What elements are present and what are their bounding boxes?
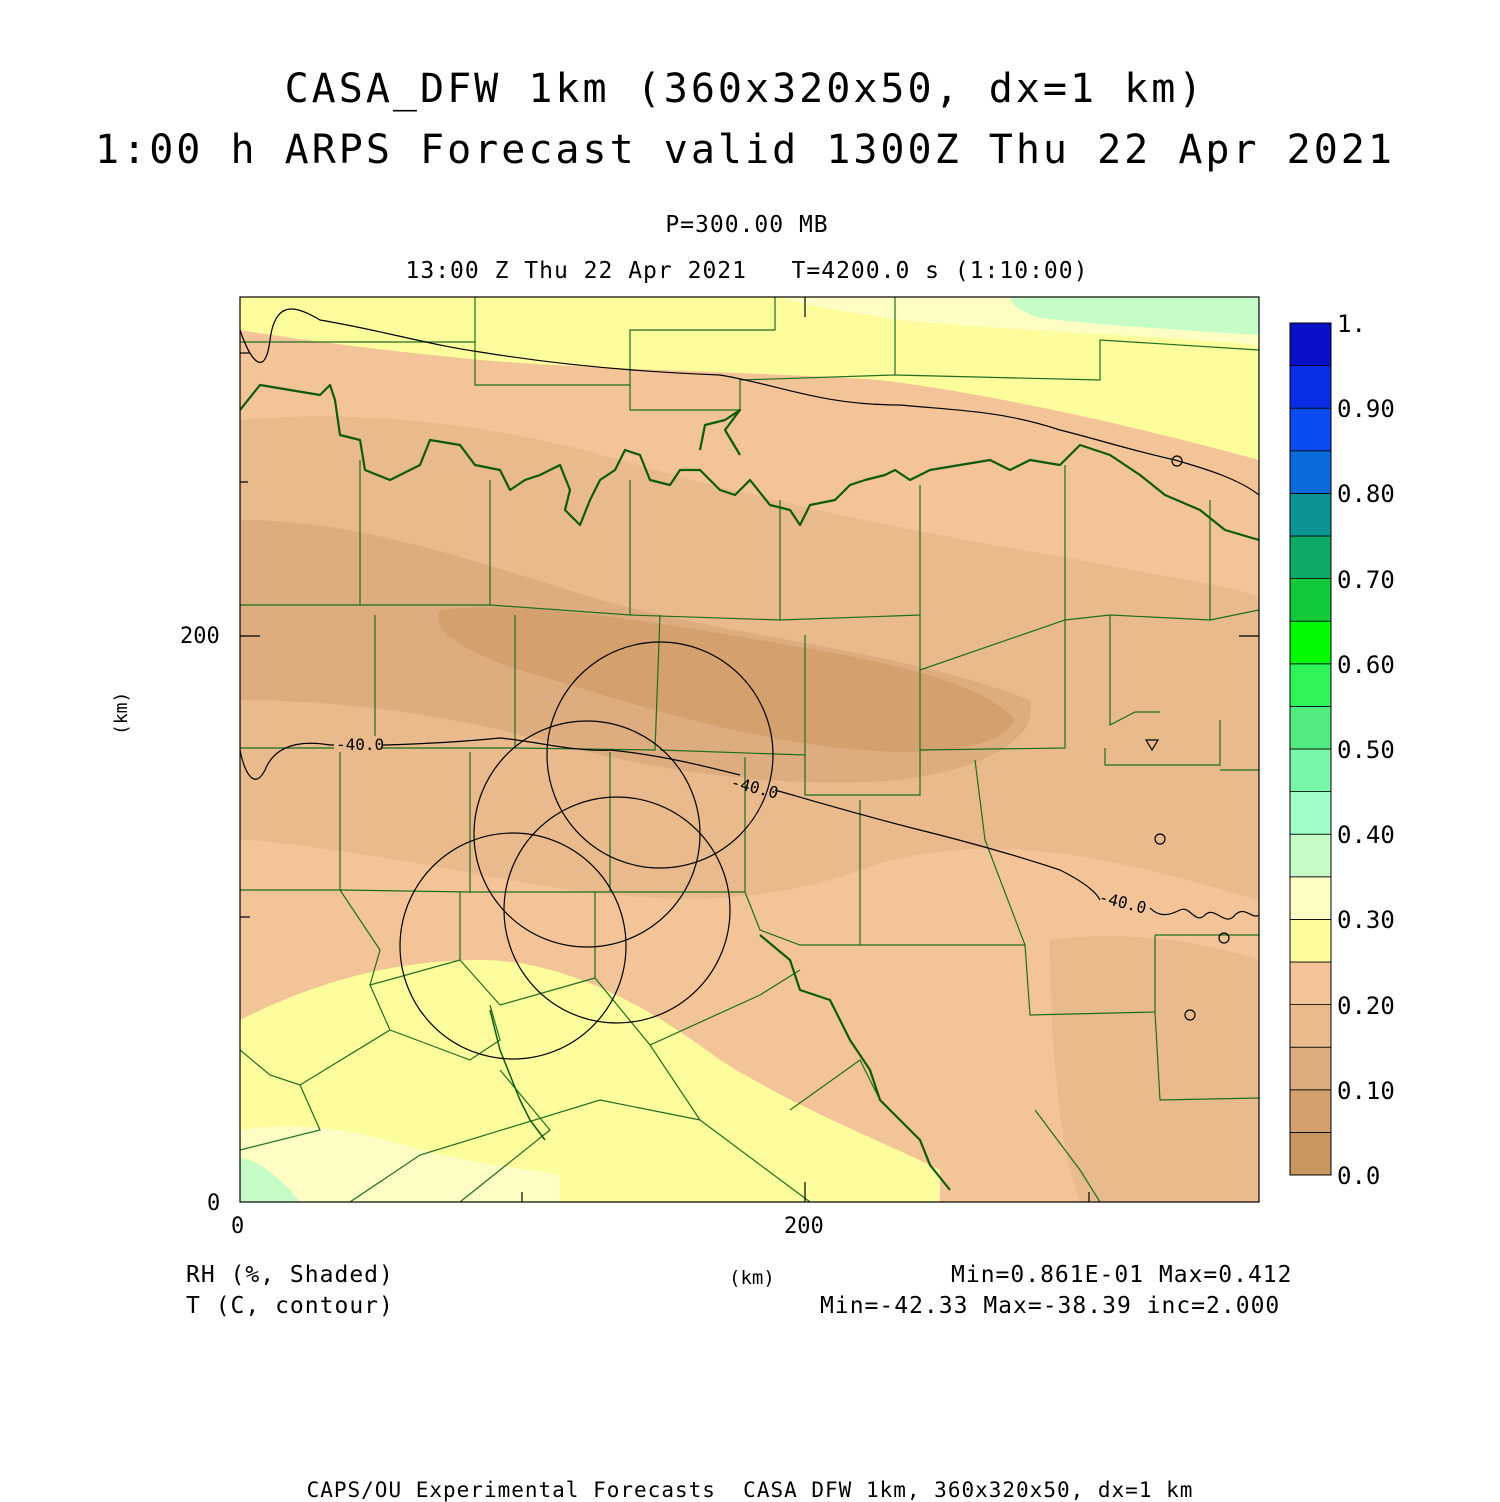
shaded-field-stats: Min=0.861E-01 Max=0.412	[951, 1262, 1293, 1288]
colorbar-swatch	[1289, 1046, 1332, 1091]
colorbar-swatch	[1289, 535, 1332, 579]
x-axis-unit: (km)	[729, 1267, 775, 1289]
river-lines	[240, 383, 1259, 1191]
colorbar-swatch	[1289, 450, 1332, 494]
footer-credit: CAPS/OU Experimental Forecasts CASA DFW …	[306, 1478, 1194, 1502]
x-tick-200: 200	[784, 1214, 824, 1239]
colorbar-swatch	[1289, 706, 1332, 750]
rh-band-southeast-dark	[1050, 936, 1259, 1202]
contour-field-stats: Min=-42.33 Max=-38.39 inc=2.000	[820, 1293, 1281, 1319]
colorbar-swatch	[1289, 620, 1332, 665]
red-river	[240, 383, 1259, 542]
temp-contour-north	[240, 308, 1259, 496]
rh-band-top-yellow	[240, 297, 1259, 460]
colorbar-swatch	[1289, 578, 1332, 622]
rh-band-core-inner	[438, 607, 1015, 752]
colorbar-frame	[1289, 322, 1332, 1176]
shaded-field-name: RH (%, Shaded)	[186, 1262, 394, 1288]
valid-time-label: 13:00 Z Thu 22 Apr 2021 T=4200.0 s (1:10…	[405, 258, 1089, 284]
plot-title-line-1: CASA_DFW 1km (360x320x50, dx=1 km)	[284, 66, 1206, 112]
colorbar-swatch	[1289, 791, 1332, 835]
radar-range-ring-1	[546, 641, 774, 869]
plot-title-line-2: 1:00 h ARPS Forecast valid 1300Z Thu 22 …	[95, 127, 1395, 173]
rh-band-south-pale	[240, 1126, 560, 1202]
temperature-contours	[240, 308, 1259, 1060]
colorbar-label: 1.	[1337, 310, 1366, 338]
colorbar-swatch	[1289, 1004, 1332, 1048]
contour-label-1: -40.0	[336, 735, 384, 754]
y-axis-unit: (km)	[111, 691, 132, 735]
station-marker-2	[1154, 833, 1166, 845]
colorbar-label: 0.80	[1337, 480, 1395, 509]
colorbar-label: 0.60	[1337, 650, 1395, 679]
colorbar-swatch	[1289, 1132, 1332, 1176]
colorbar-swatch	[1289, 663, 1332, 707]
colorbar-label: 0.20	[1337, 991, 1395, 1020]
y-tick-200: 200	[180, 624, 220, 649]
colorbar-swatch	[1289, 407, 1332, 452]
river-south-1	[759, 934, 951, 1191]
rh-band-south-green	[240, 1158, 300, 1202]
colorbar-label: 0.90	[1337, 395, 1395, 424]
x-tick-0: 0	[231, 1214, 245, 1239]
plot-frame	[239, 296, 1260, 1203]
station-marker-triangle	[1144, 739, 1160, 752]
colorbar-swatch	[1289, 322, 1332, 366]
rh-colorbar	[1289, 322, 1332, 1176]
y-tick-0: 0	[207, 1191, 221, 1216]
temp-contour-40-line	[240, 737, 1259, 920]
station-marker-4	[1184, 1009, 1196, 1021]
station-marker-1	[1171, 455, 1183, 467]
red-river-loop	[698, 408, 742, 456]
colorbar-swatch	[1289, 492, 1332, 537]
river-south-2	[489, 1009, 546, 1141]
colorbar-label: 0.30	[1337, 906, 1395, 935]
contour-field-name: T (C, contour)	[186, 1293, 394, 1319]
radar-range-ring-3	[503, 796, 731, 1024]
rh-band-south-yellow	[240, 960, 940, 1202]
pressure-level-label: P=300.00 MB	[665, 212, 829, 238]
colorbar-swatch	[1289, 1089, 1332, 1133]
colorbar-swatch	[1289, 876, 1332, 920]
radar-range-ring-4	[399, 832, 627, 1060]
colorbar-swatch	[1289, 365, 1332, 409]
colorbar-label: 0.40	[1337, 821, 1395, 850]
colorbar-swatch	[1289, 919, 1332, 963]
colorbar-swatch	[1289, 833, 1332, 878]
rh-band-top-green	[1010, 297, 1259, 335]
station-marker-3	[1218, 932, 1230, 944]
rh-shaded-field	[240, 297, 1259, 1202]
colorbar-label: 0.10	[1337, 1076, 1395, 1105]
colorbar-label: 0.0	[1337, 1162, 1381, 1190]
colorbar-swatch	[1289, 961, 1332, 1005]
colorbar-label: 0.70	[1337, 565, 1395, 594]
colorbar-swatch	[1289, 748, 1332, 792]
colorbar-label: 0.50	[1337, 736, 1395, 764]
